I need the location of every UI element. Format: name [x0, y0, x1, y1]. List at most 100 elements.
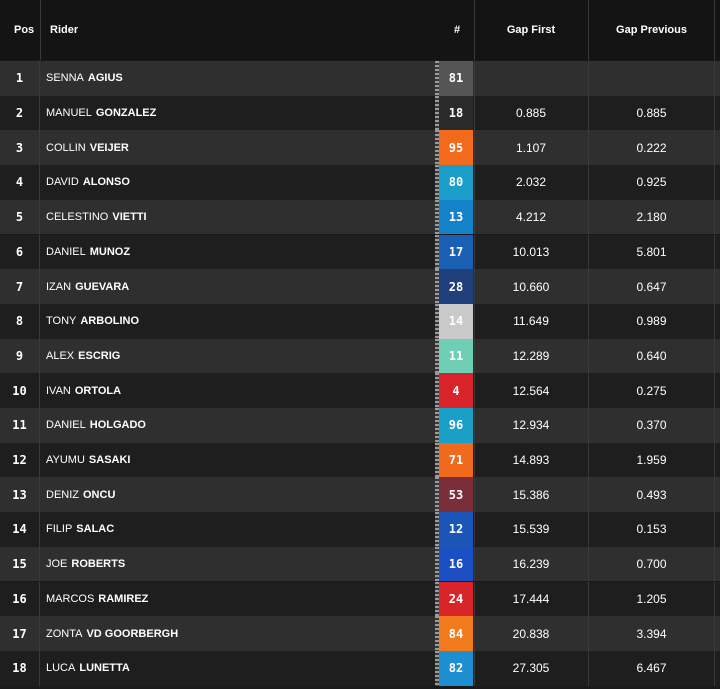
rider-first-name: LUCA [46, 662, 76, 675]
table-row: 10 IVAN ORTOLA 4 12.564 0.275 [0, 373, 720, 408]
position-cell: 9 [0, 338, 40, 374]
position-cell: 1 [0, 61, 40, 96]
rider-name: ZONTA VD GOORBERGH [46, 616, 178, 651]
column-divider [588, 234, 589, 270]
rider-last-name: RAMIREZ [98, 592, 149, 605]
gap-first-cell: 12.934 [512, 418, 550, 433]
rider-name: CELESTINO VIETTI [46, 200, 147, 235]
header-divider [588, 0, 589, 60]
gap-first-cell [474, 61, 588, 96]
column-divider [714, 199, 715, 235]
table-row: 11 DANIEL HOLGADO 96 12.934 0.370 [0, 408, 720, 443]
column-divider [714, 165, 715, 200]
column-divider [588, 338, 589, 374]
column-divider [714, 408, 715, 443]
rider-first-name: SENNA [46, 72, 84, 85]
gap-previous-cell: 0.222 [636, 140, 667, 155]
header-divider [40, 0, 41, 60]
table-row: 6 DANIEL MUNOZ 17 10.013 5.801 [0, 234, 720, 270]
column-divider [714, 442, 715, 478]
rider-name: MARCOS RAMIREZ [46, 582, 148, 617]
position-cell: 12 [0, 442, 40, 478]
rider-name: MANUEL GONZALEZ [46, 96, 156, 131]
column-divider [714, 269, 715, 304]
checker-stripe [435, 616, 439, 651]
header-gap-previous: Gap Previous [616, 24, 687, 36]
column-divider [588, 165, 589, 200]
table-row: 18 LUCA LUNETTA 82 27.305 6.467 [0, 650, 720, 686]
rider-name: COLLIN VEIJER [46, 130, 129, 165]
column-divider [474, 199, 475, 235]
rider-name: LUCA LUNETTA [46, 651, 130, 686]
rider-last-name: ROBERTS [71, 558, 126, 571]
column-divider [588, 61, 589, 96]
rider-name: IVAN ORTOLA [46, 373, 121, 408]
column-divider [588, 616, 589, 651]
rider-first-name: FILIP [46, 523, 73, 536]
gap-previous-cell: 0.640 [636, 348, 667, 363]
rider-name: IZAN GUEVARA [46, 269, 129, 304]
header-number: # [454, 24, 461, 36]
column-divider [588, 408, 589, 443]
checker-stripe [435, 650, 439, 686]
checker-stripe [435, 546, 439, 582]
column-divider [714, 130, 715, 166]
table-row: 8 TONY ARBOLINO 14 11.649 0.989 [0, 303, 720, 339]
position-cell: 3 [0, 130, 40, 166]
column-divider [474, 165, 475, 200]
column-divider [474, 477, 475, 513]
gap-first-cell: 15.539 [512, 522, 550, 537]
rider-number-badge: 84 [439, 616, 473, 651]
rider-name: ALEX ESCRIG [46, 339, 120, 374]
checker-stripe [435, 442, 439, 478]
rider-last-name: HOLGADO [89, 419, 146, 432]
gap-first-cell: 10.013 [512, 244, 550, 259]
table-row: 2 MANUEL GONZALEZ 18 0.885 0.885 [0, 95, 720, 131]
gap-previous-cell: 0.275 [636, 383, 667, 398]
checker-stripe [435, 61, 439, 96]
table-row: 13 DENIZ ONCU 53 15.386 0.493 [0, 477, 720, 513]
rider-number-badge: 81 [439, 61, 473, 96]
gap-first-cell: 27.305 [512, 661, 550, 676]
gap-previous-cell: 0.493 [636, 487, 667, 502]
gap-first-cell: 16.239 [512, 557, 550, 572]
rider-first-name: IVAN [46, 384, 71, 397]
header-gap-first: Gap First [506, 24, 556, 36]
column-divider [588, 650, 589, 686]
gap-first-cell: 14.893 [512, 453, 550, 468]
rider-first-name: MARCOS [46, 592, 95, 605]
column-divider [474, 95, 475, 131]
rider-name: SENNA AGIUS [46, 61, 123, 96]
column-divider [474, 408, 475, 443]
gap-first-cell: 12.289 [512, 348, 550, 363]
rider-first-name: ZONTA [46, 627, 83, 640]
rider-first-name: DAVID [46, 176, 79, 189]
rider-last-name: SALAC [76, 523, 115, 536]
column-divider [714, 373, 715, 408]
table-row: 4 DAVID ALONSO 80 2.032 0.925 [0, 165, 720, 200]
column-divider [714, 61, 715, 96]
rider-last-name: ORTOLA [74, 384, 122, 397]
gap-previous-cell: 0.370 [636, 418, 667, 433]
rider-last-name: ALONSO [82, 176, 130, 189]
table-row: 9 ALEX ESCRIG 11 12.289 0.640 [0, 338, 720, 374]
rider-number-badge: 14 [439, 303, 473, 339]
column-divider [588, 95, 589, 131]
column-divider [474, 234, 475, 270]
rider-first-name: IZAN [46, 280, 72, 293]
gap-first-cell: 10.660 [512, 279, 550, 294]
column-divider [588, 581, 589, 617]
table-row: 7 IZAN GUEVARA 28 10.660 0.647 [0, 269, 720, 304]
rider-first-name: COLLIN [46, 141, 86, 154]
column-divider [714, 477, 715, 513]
checker-stripe [435, 130, 439, 166]
checker-stripe [435, 303, 439, 339]
column-divider [474, 442, 475, 478]
column-divider [714, 303, 715, 339]
position-cell: 15 [0, 546, 40, 582]
rider-last-name: SASAKI [88, 454, 131, 467]
column-divider [474, 616, 475, 651]
position-cell: 18 [0, 650, 40, 686]
rider-last-name: ESCRIG [78, 349, 121, 362]
column-divider [588, 269, 589, 304]
